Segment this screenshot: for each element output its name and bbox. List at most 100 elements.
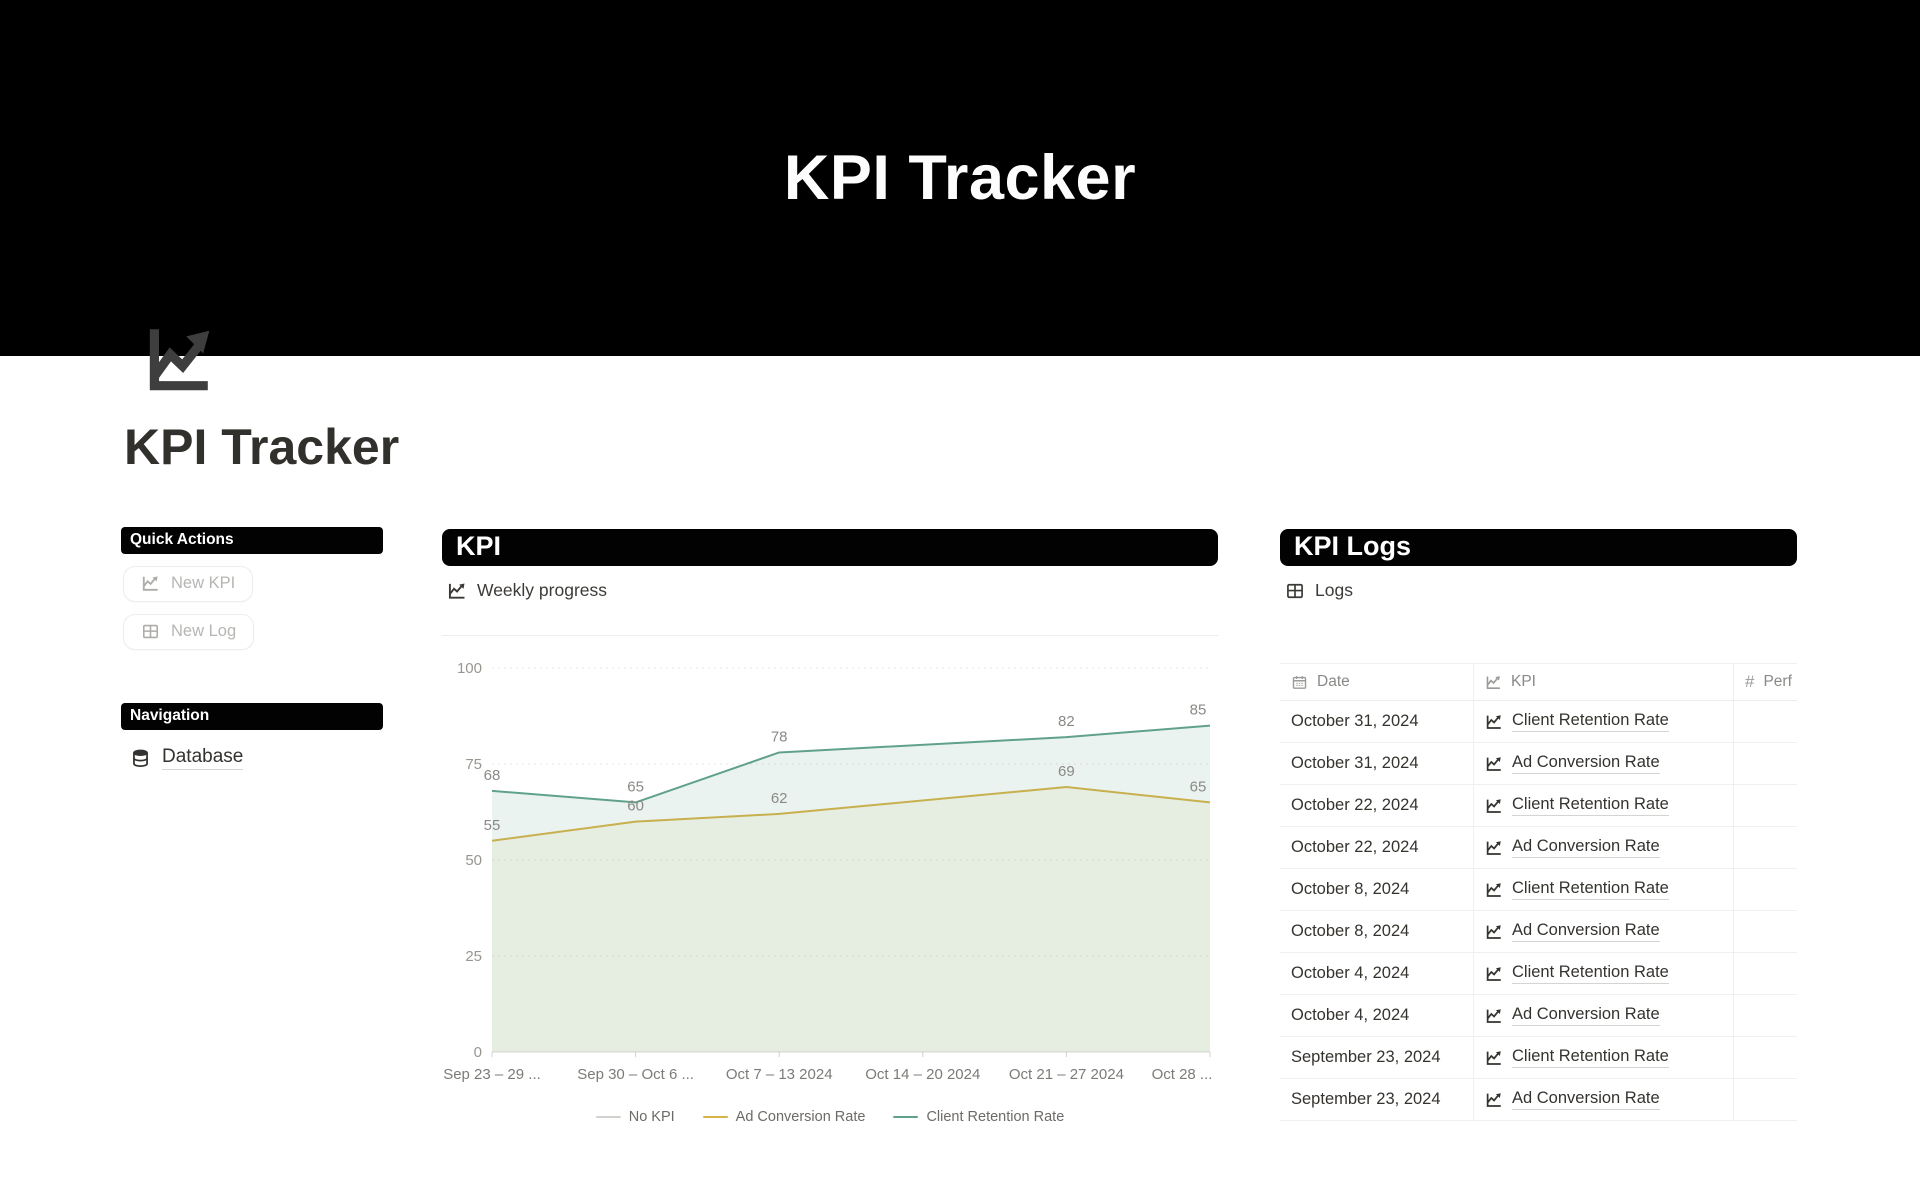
column-header-kpi[interactable]: KPI [1473,664,1733,700]
log-perf-cell[interactable] [1733,827,1797,868]
table-row[interactable]: October 22, 2024 Ad Conversion Rate [1280,827,1797,869]
new-kpi-button-label: New KPI [171,574,236,592]
log-kpi-link[interactable]: Ad Conversion Rate [1512,1005,1660,1026]
legend-item-client-retention-rate[interactable]: Client Retention Rate [893,1109,1064,1125]
log-kpi-cell[interactable]: Client Retention Rate [1473,1037,1733,1078]
svg-text:0: 0 [474,1044,482,1061]
log-kpi-link[interactable]: Client Retention Rate [1512,879,1669,900]
table-row[interactable]: October 4, 2024 Ad Conversion Rate [1280,995,1797,1037]
svg-text:69: 69 [1058,763,1075,780]
log-kpi-cell[interactable]: Ad Conversion Rate [1473,911,1733,952]
log-date-cell[interactable]: October 8, 2024 [1280,869,1473,910]
svg-text:50: 50 [465,852,482,869]
log-perf-cell[interactable] [1733,1037,1797,1078]
table-row[interactable]: October 31, 2024 Client Retention Rate [1280,701,1797,743]
logs-table-header: Date KPI # Perf [1280,664,1797,701]
log-date-value: October 31, 2024 [1291,754,1419,772]
log-kpi-link[interactable]: Client Retention Rate [1512,711,1669,732]
point-labels: 68 65 78 82 85 [484,702,1207,796]
table-row[interactable]: September 23, 2024 Ad Conversion Rate [1280,1079,1797,1121]
chart-line-icon [447,581,467,601]
log-perf-cell[interactable] [1733,785,1797,826]
navigation-heading: Navigation [121,703,383,730]
log-date-cell[interactable]: October 22, 2024 [1280,785,1473,826]
svg-text:55: 55 [484,817,501,834]
svg-text:68: 68 [484,767,501,784]
log-kpi-cell[interactable]: Ad Conversion Rate [1473,743,1733,784]
column-header-date[interactable]: Date [1280,664,1473,700]
log-date-cell[interactable]: October 4, 2024 [1280,953,1473,994]
table-row[interactable]: October 4, 2024 Client Retention Rate [1280,953,1797,995]
table-icon [1285,581,1305,601]
weekly-progress-heading-label: Weekly progress [477,580,608,600]
log-kpi-cell[interactable]: Ad Conversion Rate [1473,1079,1733,1120]
log-kpi-link[interactable]: Ad Conversion Rate [1512,837,1660,858]
svg-text:25: 25 [465,948,482,965]
log-kpi-link[interactable]: Client Retention Rate [1512,1047,1669,1068]
x-axis: Sep 23 – 29 ... Sep 30 – Oct 6 ... Oct 7 –… [443,1052,1212,1083]
logs-table: Date KPI # Perf October 31, 2024 Client … [1280,663,1797,1121]
log-kpi-link[interactable]: Client Retention Rate [1512,795,1669,816]
log-kpi-cell[interactable]: Client Retention Rate [1473,869,1733,910]
log-kpi-link[interactable]: Ad Conversion Rate [1512,753,1660,774]
logs-table-body: October 31, 2024 Client Retention Rate O… [1280,701,1797,1121]
new-log-button[interactable]: New Log [123,614,255,650]
point-labels: 55 60 62 69 65 [484,763,1207,834]
log-kpi-cell[interactable]: Client Retention Rate [1473,785,1733,826]
chart-increasing-icon[interactable] [138,320,216,398]
table-row[interactable]: October 22, 2024 Client Retention Rate [1280,785,1797,827]
legend-label-ad-conversion-rate: Ad Conversion Rate [735,1109,866,1125]
chart-line-icon [1485,839,1503,857]
log-date-value: October 22, 2024 [1291,838,1419,856]
log-date-value: October 31, 2024 [1291,712,1419,730]
svg-text:65: 65 [627,778,644,795]
log-date-value: September 23, 2024 [1291,1090,1441,1108]
log-kpi-cell[interactable]: Client Retention Rate [1473,953,1733,994]
log-perf-cell[interactable] [1733,953,1797,994]
svg-text:75: 75 [465,756,482,773]
log-kpi-cell[interactable]: Client Retention Rate [1473,701,1733,742]
log-date-cell[interactable]: October 8, 2024 [1280,911,1473,952]
legend-item-ad-conversion-rate[interactable]: Ad Conversion Rate [702,1109,866,1125]
table-row[interactable]: September 23, 2024 Client Retention Rate [1280,1037,1797,1079]
log-kpi-link[interactable]: Ad Conversion Rate [1512,921,1660,942]
table-row[interactable]: October 8, 2024 Client Retention Rate [1280,869,1797,911]
chart-increasing-glyph [149,329,210,391]
new-kpi-button[interactable]: New KPI [123,566,254,602]
log-date-cell[interactable]: October 4, 2024 [1280,995,1473,1036]
log-date-value: October 22, 2024 [1291,796,1419,814]
log-perf-cell[interactable] [1733,1079,1797,1120]
log-kpi-cell[interactable]: Ad Conversion Rate [1473,995,1733,1036]
log-perf-cell[interactable] [1733,701,1797,742]
chart-line-icon [1485,965,1503,983]
log-kpi-link[interactable]: Client Retention Rate [1512,963,1669,984]
log-kpi-link[interactable]: Ad Conversion Rate [1512,1089,1660,1110]
log-perf-cell[interactable] [1733,911,1797,952]
column-header-perf[interactable]: # Perf [1733,664,1797,700]
legend-item-no-kpi[interactable]: No KPI [595,1109,675,1125]
sidebar: Quick Actions New KPI New Log Navigation… [121,527,383,770]
log-date-cell[interactable]: October 31, 2024 [1280,701,1473,742]
log-date-cell[interactable]: October 22, 2024 [1280,827,1473,868]
log-date-cell[interactable]: October 31, 2024 [1280,743,1473,784]
table-row[interactable]: October 31, 2024 Ad Conversion Rate [1280,743,1797,785]
table-icon [141,622,160,641]
series-ad-conversion-rate [491,786,1211,1052]
table-row[interactable]: October 8, 2024 Ad Conversion Rate [1280,911,1797,953]
log-perf-cell[interactable] [1733,869,1797,910]
log-date-value: October 4, 2024 [1291,1006,1410,1024]
log-date-cell[interactable]: September 23, 2024 [1280,1079,1473,1120]
svg-text:Sep 23 – 29 ...: Sep 23 – 29 ... [443,1066,541,1083]
svg-text:82: 82 [1058,713,1075,730]
sidebar-item-database[interactable]: Database [130,746,244,770]
log-date-cell[interactable]: September 23, 2024 [1280,1037,1473,1078]
log-kpi-cell[interactable]: Ad Conversion Rate [1473,827,1733,868]
log-perf-cell[interactable] [1733,743,1797,784]
y-axis: 0 25 50 75 100 [457,660,1210,1061]
legend-marker-no-kpi [595,1115,621,1119]
log-perf-cell[interactable] [1733,995,1797,1036]
svg-text:78: 78 [771,728,788,745]
legend-marker-client-retention-rate [893,1115,919,1119]
calendar-icon [1291,674,1308,691]
